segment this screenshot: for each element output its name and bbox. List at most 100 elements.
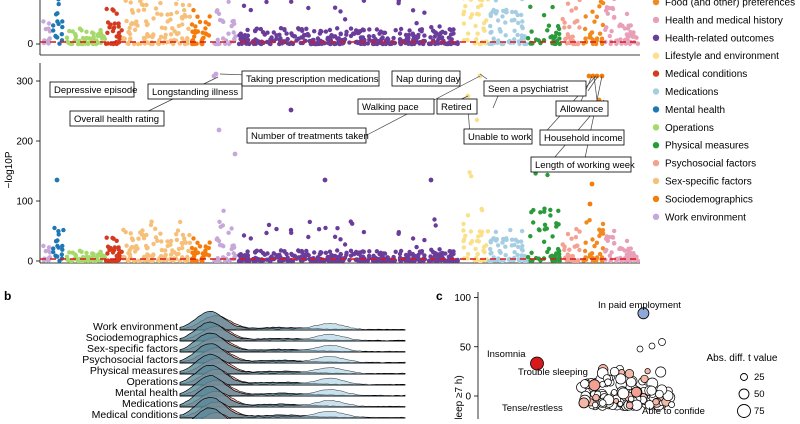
main-point [104, 235, 109, 240]
main-point [114, 238, 119, 243]
top-point [254, 26, 260, 31]
top-point [79, 28, 84, 33]
top-point [398, 26, 404, 32]
legend-swatch [652, 195, 660, 203]
top-point [176, 23, 182, 29]
main-point [355, 251, 361, 256]
legend: Food (and other) preferences Health and m… [652, 0, 795, 223]
main-point [136, 236, 141, 241]
top-point [484, 18, 489, 23]
main-point [403, 252, 409, 258]
main-point [536, 227, 542, 232]
top-point [439, 35, 445, 40]
top-point [183, 14, 188, 19]
top-point [361, 0, 367, 3]
main-point [366, 253, 372, 259]
main-point [168, 252, 174, 257]
c-point [652, 398, 660, 406]
main-point [467, 170, 472, 175]
main-point [203, 248, 208, 253]
main-point [512, 242, 517, 248]
top-point [556, 26, 562, 32]
ridge-label: Sociodemographics [86, 332, 178, 344]
top-point [587, 32, 593, 37]
size-legend-75-label: 75 [754, 406, 765, 417]
main-point [306, 234, 311, 240]
top-point [493, 0, 499, 3]
main-point [488, 238, 493, 244]
top-point [180, 2, 186, 8]
main-point [60, 243, 65, 249]
main-point [461, 238, 466, 244]
main-ytick: 100 [16, 197, 33, 208]
top-point [306, 33, 311, 38]
main-point [479, 233, 484, 238]
top-point [155, 11, 160, 16]
top-point [264, 0, 269, 5]
top-point [123, 0, 128, 3]
main-point [419, 249, 425, 254]
c-label-insomnia: Insomnia [487, 349, 526, 360]
main-point [226, 258, 232, 263]
main-point [550, 254, 556, 260]
c-point [624, 369, 635, 379]
main-point [519, 239, 524, 244]
top-point [381, 30, 386, 35]
top-point [519, 33, 524, 38]
main-point [312, 250, 317, 255]
top-point [180, 16, 185, 21]
main-point [174, 232, 179, 237]
legend-swatch [652, 16, 660, 24]
top-point [174, 10, 180, 15]
legend-label: Medical conditions [665, 69, 747, 80]
ridge-label: Sex-specific factors [87, 343, 178, 355]
main-point [484, 243, 489, 248]
top-point [546, 23, 552, 28]
top-point [355, 30, 361, 35]
ridge-label: Mental health [115, 387, 178, 399]
top-point [590, 9, 595, 14]
top-point [432, 29, 437, 34]
top-point [159, 12, 164, 17]
top-point [495, 18, 501, 23]
legend-label: Health-related outcomes [665, 33, 774, 44]
c-point [610, 389, 618, 396]
top-point [397, 37, 403, 42]
top-point [406, 36, 411, 41]
top-point [192, 34, 197, 39]
main-point [41, 243, 46, 249]
top-point [562, 20, 567, 25]
main-point [567, 247, 572, 252]
main-point [631, 251, 636, 256]
ann-number-of-treatments: Number of treatments taken [251, 131, 369, 142]
main-point [432, 250, 437, 256]
main-point [406, 257, 411, 262]
top-point [114, 34, 119, 39]
top-point [627, 41, 633, 47]
top-point [135, 23, 140, 28]
top-point [557, 36, 562, 41]
top-point [144, 34, 150, 39]
top-point [290, 41, 296, 47]
legend-label: Physical measures [665, 141, 749, 152]
top-point [482, 28, 487, 33]
ann-unable-to-work: Unable to work [468, 132, 532, 143]
top-point [132, 27, 138, 32]
main-point [584, 220, 589, 225]
top-point [182, 8, 187, 13]
top-point [73, 33, 79, 39]
main-point-highlight [216, 127, 222, 133]
main-point [306, 253, 311, 258]
main-point [440, 250, 445, 256]
main-point [520, 243, 525, 249]
main-point [105, 251, 110, 256]
ridge-density-b [191, 407, 229, 419]
top-point [506, 39, 511, 44]
c-label-trouble-sleeping: Trouble sleeping [518, 367, 588, 378]
c-point [617, 401, 624, 407]
top-point [226, 31, 231, 36]
top-point [513, 9, 518, 15]
c-labels: In paid employment Insomnia Trouble slee… [487, 300, 705, 417]
ridge-label: Medications [122, 398, 178, 410]
